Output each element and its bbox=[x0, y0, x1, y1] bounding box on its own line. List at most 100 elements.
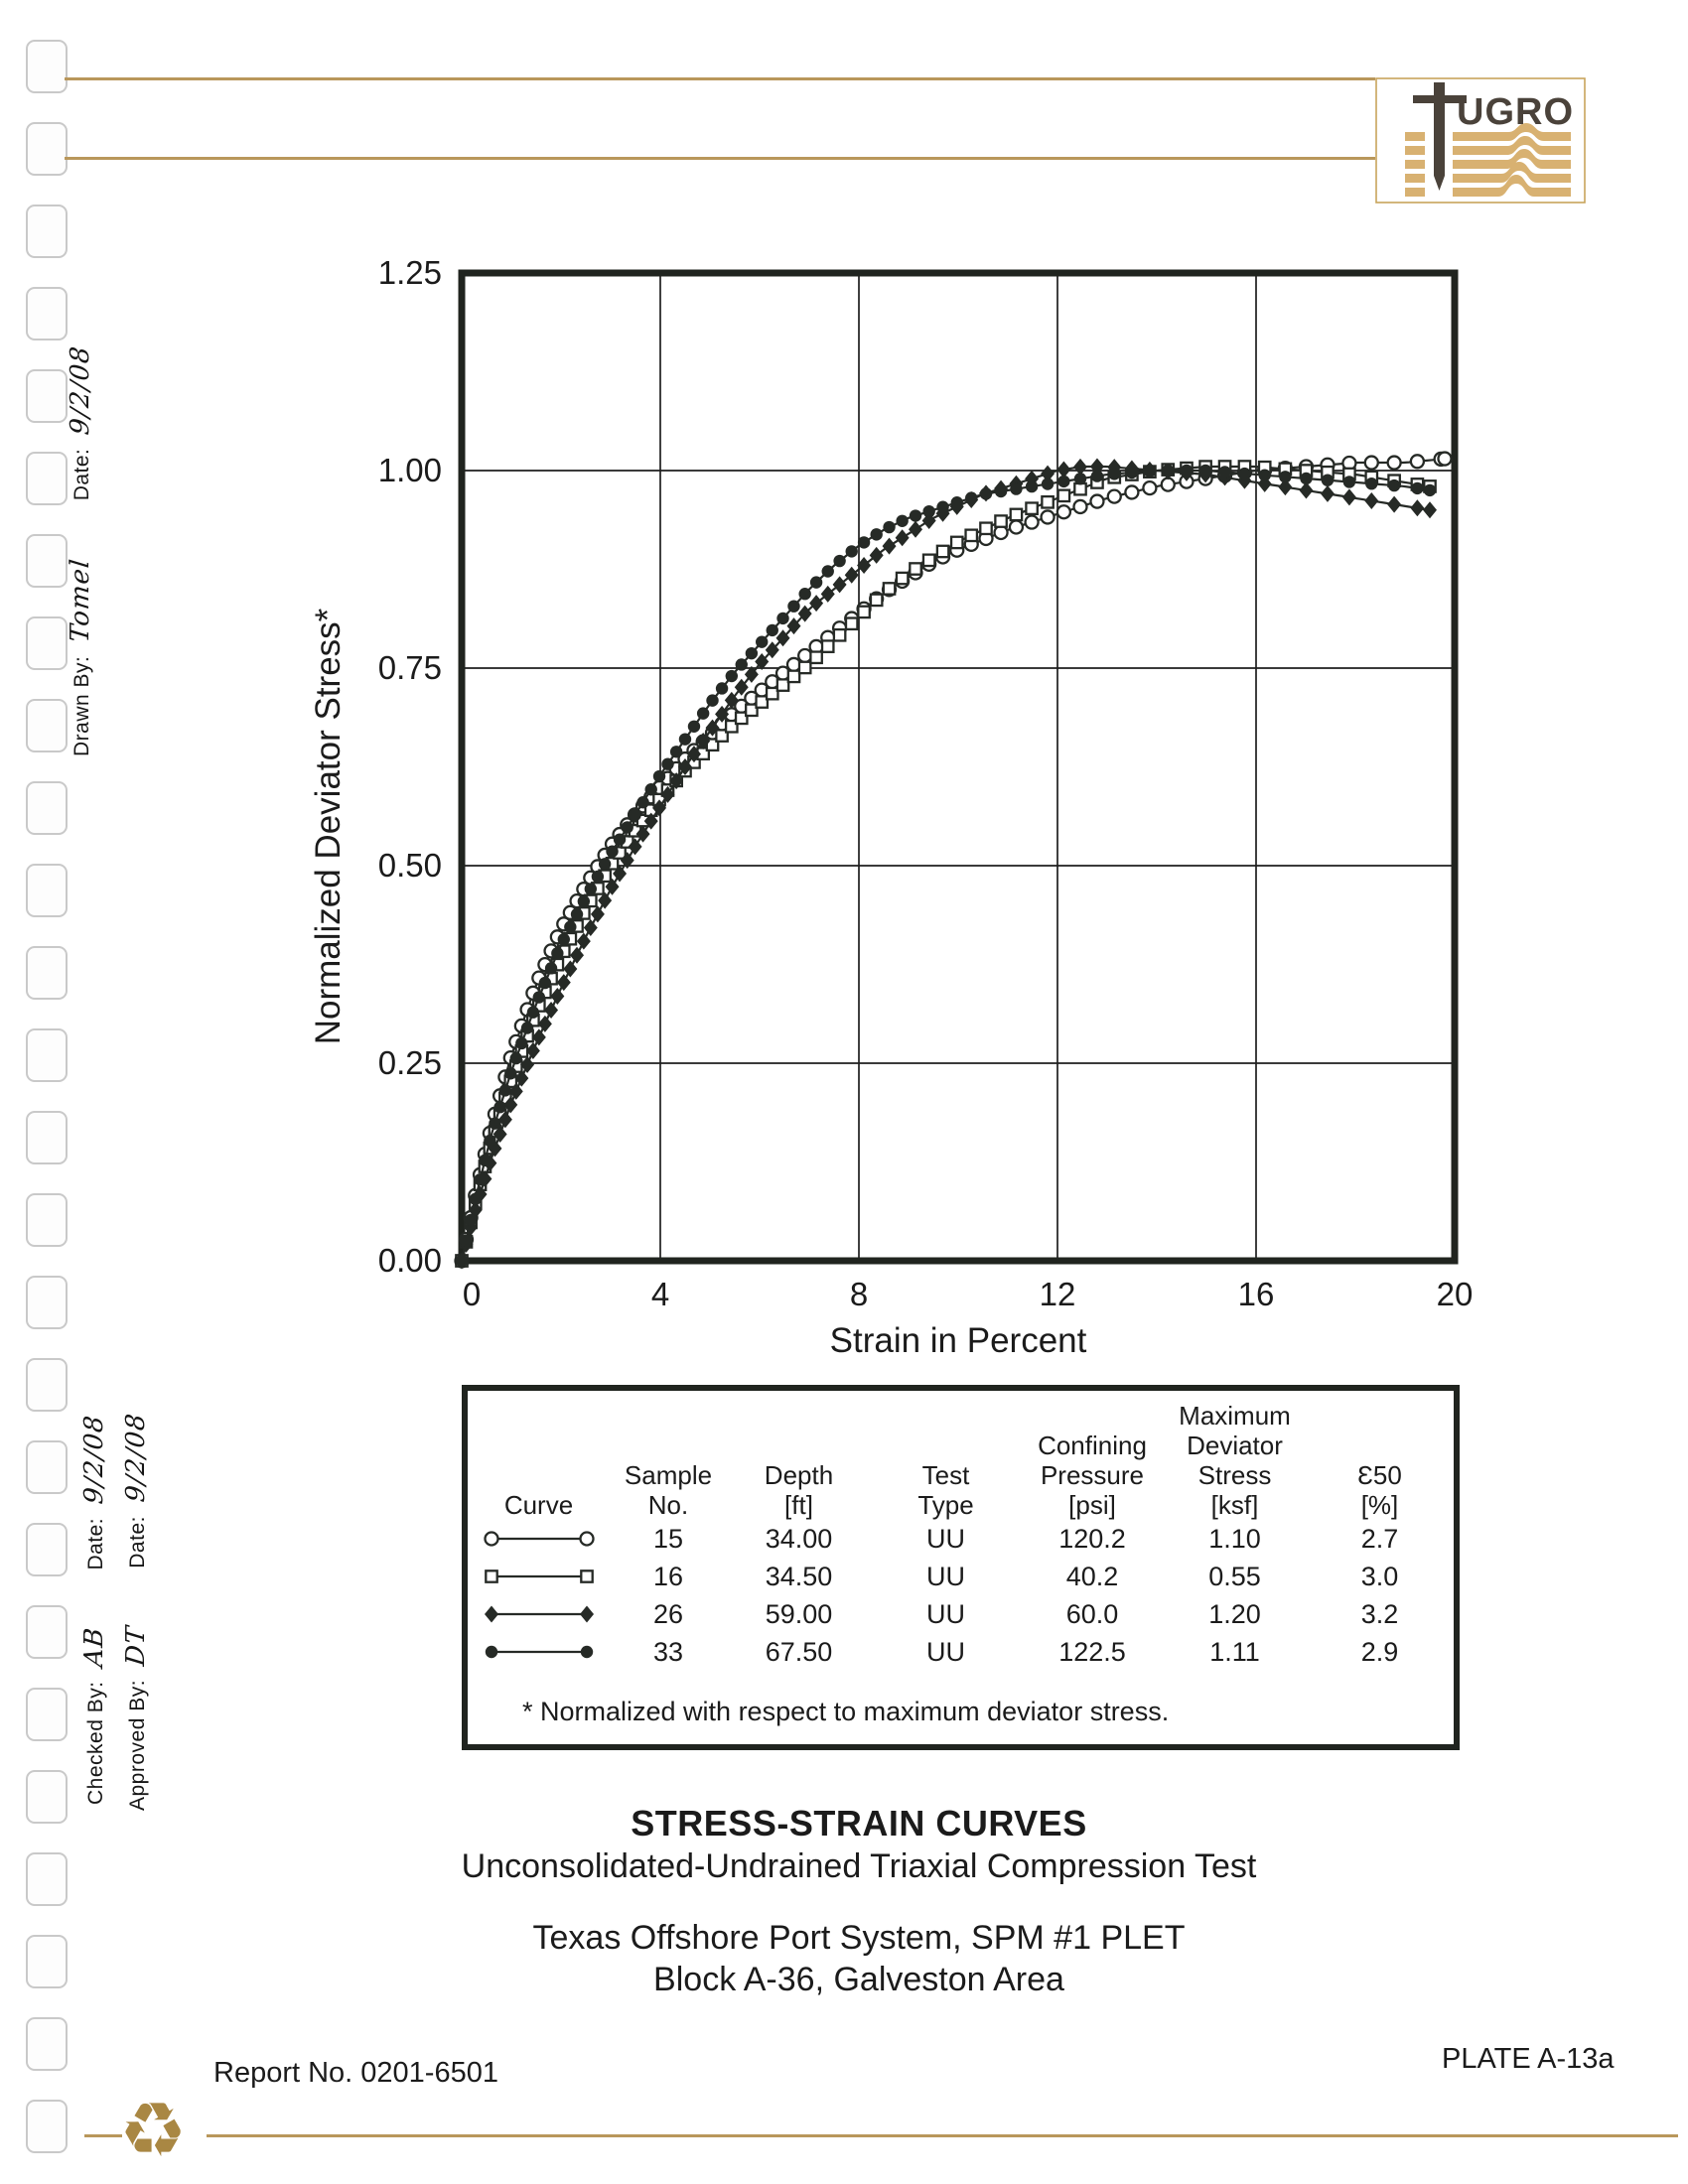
binder-hole bbox=[26, 287, 68, 341]
binder-hole bbox=[26, 1605, 68, 1659]
legend-row-sample-15: 15 34.00 UU 120.2 1.10 2.7 bbox=[468, 1520, 1454, 1558]
checked-by-label: Checked By: bbox=[84, 1681, 107, 1805]
drawn-date-label: Date: bbox=[70, 448, 93, 501]
binder-hole bbox=[26, 699, 68, 752]
header-rule-bottom bbox=[65, 157, 1375, 160]
legend-table-header: Curve Sample No. Depth [ft] Test Type Confining… bbox=[468, 1401, 1454, 1520]
legend-cell-e50: 2.7 bbox=[1360, 1523, 1399, 1554]
binder-hole bbox=[26, 1440, 68, 1494]
binder-hole bbox=[26, 1193, 68, 1247]
approved-by-signature: DT bbox=[121, 1624, 151, 1668]
binder-hole bbox=[26, 1688, 68, 1741]
binder-hole bbox=[26, 864, 68, 917]
legend-cell-pressure: 40.2 bbox=[1065, 1561, 1119, 1591]
x-axis-tick-labels: 0 4 8 12 16 20 bbox=[463, 1276, 1474, 1312]
plate-number: PLATE A-13a bbox=[1442, 2043, 1615, 2075]
y-axis-tick-labels: 0.00 0.25 0.50 0.75 1.00 1.25 bbox=[378, 254, 442, 1279]
legend-cell-stress: 1.11 bbox=[1209, 1636, 1260, 1667]
legend-cell-pressure: 120.2 bbox=[1058, 1523, 1126, 1554]
drawn-by-annotation: Drawn By: Tomel Date: 9/2/08 bbox=[66, 343, 95, 756]
binder-hole bbox=[26, 369, 68, 423]
binder-hole bbox=[26, 1111, 68, 1164]
legend-table-rows: 15 34.00 UU 120.2 1.10 2.7 16 34.50 UU 40.2 0.55 3.… bbox=[468, 1520, 1454, 1671]
y-axis-title: Normalized Deviator Stress* bbox=[309, 608, 348, 1044]
legend-row-sample-16: 16 34.50 UU 40.2 0.55 3.0 bbox=[468, 1558, 1454, 1595]
report-number: Report No. 0201-6501 bbox=[213, 2057, 498, 2089]
gridlines bbox=[462, 273, 1455, 1261]
x-axis-title: Strain in Percent bbox=[830, 1321, 1087, 1360]
logo-letters: UGRO bbox=[1457, 91, 1574, 133]
binder-hole bbox=[26, 452, 68, 505]
series-sample-33 bbox=[455, 464, 1437, 1268]
svg-text:0.00: 0.00 bbox=[378, 1242, 442, 1279]
test-type-subtitle: Unconsolidated-Undrained Triaxial Compre… bbox=[461, 1847, 1257, 1885]
legend-column-header: Curve bbox=[503, 1490, 574, 1520]
plot-border bbox=[458, 269, 1459, 1265]
legend-cell-sample: 15 bbox=[652, 1523, 684, 1554]
legend-cell-stress: 0.55 bbox=[1208, 1561, 1261, 1591]
normalization-footnote: * Normalized with respect to maximum dev… bbox=[522, 1697, 1170, 1726]
fugro-logo: UGRO bbox=[1375, 77, 1586, 204]
legend-cell-pressure: 122.5 bbox=[1058, 1636, 1126, 1667]
legend-cell-sample: 16 bbox=[652, 1561, 684, 1591]
checked-by-signature: AB bbox=[79, 1625, 109, 1670]
svg-text:1.25: 1.25 bbox=[378, 254, 442, 291]
plate-title: STRESS-STRAIN CURVES bbox=[631, 1803, 1087, 1843]
binder-hole bbox=[26, 205, 68, 258]
project-name: Texas Offshore Port System, SPM #1 PLET bbox=[532, 1919, 1186, 1957]
open-circle-curve-symbol bbox=[468, 1526, 610, 1552]
legend-cell-e50: 3.2 bbox=[1360, 1598, 1399, 1629]
svg-text:1.00: 1.00 bbox=[378, 452, 442, 488]
legend-cell-test: UU bbox=[926, 1636, 965, 1667]
legend-column-header: Ɛ50 [%] bbox=[1357, 1460, 1402, 1520]
approved-by-label: Approved By: bbox=[126, 1679, 149, 1811]
legend-row-sample-33: 33 67.50 UU 122.5 1.11 2.9 bbox=[468, 1633, 1454, 1671]
svg-text:12: 12 bbox=[1040, 1276, 1076, 1312]
stress-strain-chart: 0.00 0.25 0.50 0.75 1.00 1.25 0 4 8 12 16 20 Strain … bbox=[309, 254, 1474, 1360]
approved-date-value: 9/2/08 bbox=[121, 1411, 151, 1504]
approved-date-label: Date: bbox=[126, 1516, 149, 1569]
binder-hole bbox=[26, 534, 68, 588]
legend-cell-test: UU bbox=[926, 1598, 965, 1629]
legend-cell-test: UU bbox=[926, 1523, 965, 1554]
binder-hole bbox=[26, 1770, 68, 1824]
header-rule-top bbox=[65, 77, 1375, 80]
binder-hole bbox=[26, 122, 68, 176]
binder-hole bbox=[26, 1028, 68, 1082]
svg-text:0.25: 0.25 bbox=[378, 1044, 442, 1081]
binder-hole bbox=[26, 781, 68, 835]
binder-hole bbox=[26, 1358, 68, 1412]
legend-cell-e50: 2.9 bbox=[1360, 1636, 1399, 1667]
binder-hole bbox=[26, 1276, 68, 1329]
svg-text:8: 8 bbox=[850, 1276, 868, 1312]
probe-shaft-icon bbox=[1434, 82, 1445, 176]
drawn-by-label: Drawn By: bbox=[70, 655, 93, 756]
open-square-curve-symbol bbox=[468, 1564, 610, 1589]
legend-cell-test: UU bbox=[926, 1561, 965, 1591]
svg-text:4: 4 bbox=[651, 1276, 669, 1312]
binder-hole bbox=[26, 40, 68, 93]
svg-text:16: 16 bbox=[1238, 1276, 1275, 1312]
legend-cell-e50: 3.0 bbox=[1360, 1561, 1399, 1591]
legend-row-sample-26: 26 59.00 UU 60.0 1.20 3.2 bbox=[468, 1595, 1454, 1633]
legend-table: Curve Sample No. Depth [ft] Test Type Confining… bbox=[462, 1385, 1460, 1750]
binder-hole bbox=[26, 1852, 68, 1906]
binder-hole bbox=[26, 2017, 68, 2071]
legend-cell-stress: 1.20 bbox=[1208, 1598, 1261, 1629]
binder-hole bbox=[26, 616, 68, 670]
legend-cell-depth: 59.00 bbox=[765, 1598, 833, 1629]
svg-text:20: 20 bbox=[1437, 1276, 1474, 1312]
legend-column-header: Test Type bbox=[917, 1460, 974, 1520]
title-block: STRESS-STRAIN CURVES Unconsolidated-Undr… bbox=[348, 1802, 1370, 2000]
binder-hole bbox=[26, 1935, 68, 1988]
svg-text:0: 0 bbox=[463, 1276, 481, 1312]
project-location: Block A-36, Galveston Area bbox=[653, 1961, 1064, 1998]
filled-circle-curve-symbol bbox=[468, 1639, 610, 1665]
footer-rule-left bbox=[84, 2134, 122, 2137]
legend-column-header: Maximum Deviator Stress [ksf] bbox=[1179, 1401, 1291, 1520]
footer-rule-right bbox=[207, 2134, 1678, 2137]
legend-cell-stress: 1.10 bbox=[1208, 1523, 1261, 1554]
legend-cell-depth: 34.00 bbox=[765, 1523, 833, 1554]
checked-date-label: Date: bbox=[84, 1517, 107, 1570]
